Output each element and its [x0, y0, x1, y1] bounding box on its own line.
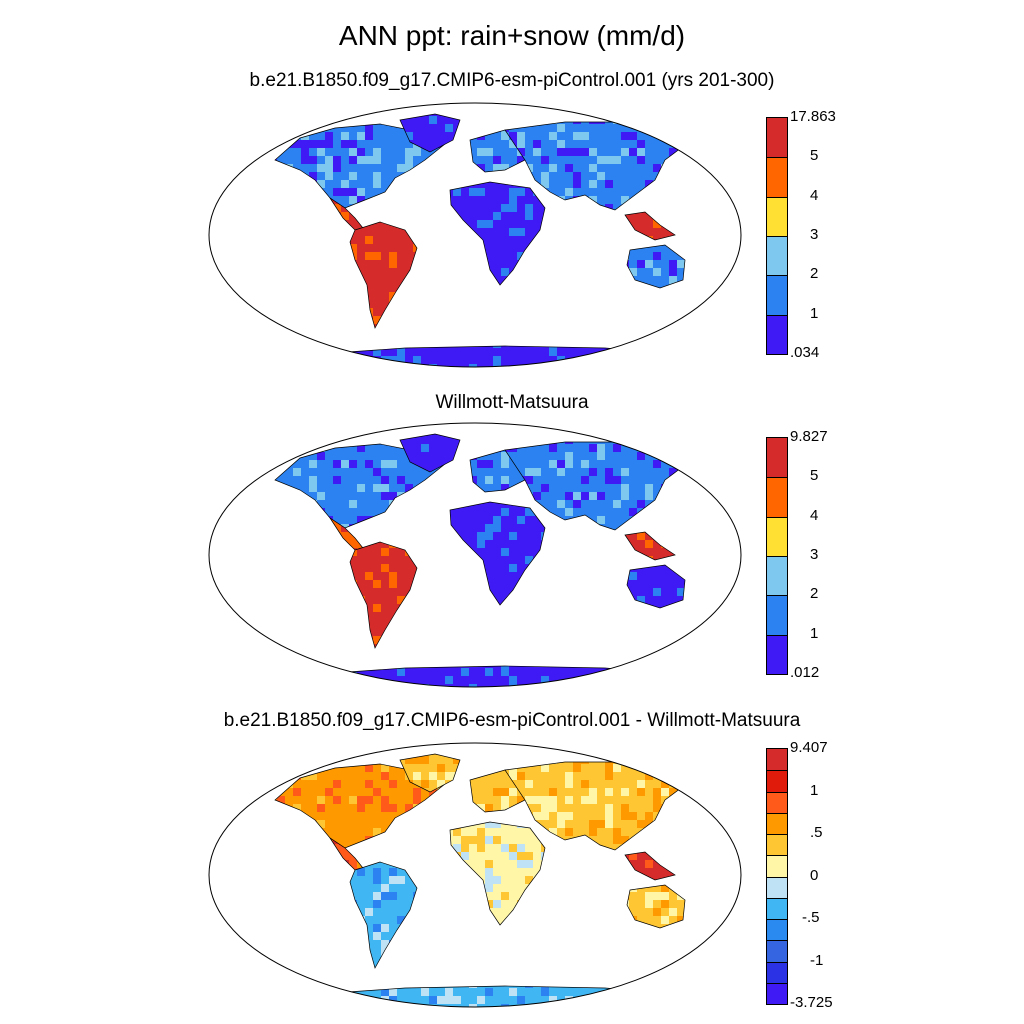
- colorbar-segment: [767, 812, 787, 834]
- colorbar-segment: [767, 834, 787, 856]
- colorbar-segment: [767, 314, 787, 354]
- colorbar-label: .012: [790, 664, 819, 681]
- colorbar-label: 1: [810, 625, 818, 642]
- land-region-asia: [505, 442, 685, 530]
- colorbar-segment: [767, 157, 787, 197]
- colorbar-label: -.5: [802, 909, 820, 926]
- colorbar-label: 1: [810, 782, 818, 799]
- colorbar-segment: [767, 749, 787, 771]
- colorbar-label: 5: [810, 467, 818, 484]
- colorbar-segment: [767, 556, 787, 596]
- map-frame: [208, 102, 742, 368]
- colorbar-segment: [767, 897, 787, 919]
- colorbar-segment: [767, 961, 787, 983]
- colorbar-segment: [767, 770, 787, 792]
- panel-3-map: [205, 740, 745, 1010]
- panel-1-colorbar: [766, 117, 788, 355]
- land-region-australia: [627, 245, 685, 288]
- figure-title: ANN ppt: rain+snow (mm/d): [0, 20, 1024, 52]
- panel-1-map: [205, 100, 745, 370]
- colorbar-segment: [767, 876, 787, 898]
- colorbar-label: -3.725: [790, 994, 833, 1011]
- map-frame: [208, 742, 742, 1008]
- colorbar-segment: [767, 477, 787, 517]
- colorbar-segment: [767, 791, 787, 813]
- colorbar-segment: [767, 940, 787, 962]
- colorbar-label: 9.407: [790, 739, 828, 756]
- panel-2-subtitle: Willmott-Matsuura: [0, 392, 1024, 414]
- colorbar-segment: [767, 919, 787, 941]
- colorbar-segment: [767, 438, 787, 478]
- colorbar-label: 2: [810, 585, 818, 602]
- colorbar-label: 0: [810, 867, 818, 884]
- colorbar-label: 3: [810, 546, 818, 563]
- colorbar-label: 1: [810, 305, 818, 322]
- colorbar-label: 17.863: [790, 108, 836, 125]
- colorbar-segment: [767, 275, 787, 315]
- colorbar-segment: [767, 595, 787, 635]
- panel-3-subtitle: b.e21.B1850.f09_g17.CMIP6-esm-piControl.…: [0, 710, 1024, 732]
- panel-2-colorbar: [766, 437, 788, 675]
- colorbar-segment: [767, 196, 787, 236]
- colorbar-segment: [767, 982, 787, 1004]
- colorbar-label: .034: [790, 344, 819, 361]
- colorbar-label: 4: [810, 507, 818, 524]
- colorbar-segment: [767, 118, 787, 158]
- panel-2-map: [205, 420, 745, 690]
- colorbar-segment: [767, 855, 787, 877]
- colorbar-label: -1: [810, 952, 823, 969]
- colorbar-segment: [767, 634, 787, 674]
- colorbar-segment: [767, 516, 787, 556]
- colorbar-label: 4: [810, 187, 818, 204]
- panel-1-subtitle: b.e21.B1850.f09_g17.CMIP6-esm-piControl.…: [0, 70, 1024, 92]
- map-frame: [208, 422, 742, 688]
- colorbar-label: 9.827: [790, 428, 828, 445]
- colorbar-label: 3: [810, 226, 818, 243]
- colorbar-label: .5: [810, 824, 823, 841]
- panel-3-colorbar: [766, 748, 788, 1005]
- colorbar-segment: [767, 236, 787, 276]
- colorbar-label: 2: [810, 265, 818, 282]
- colorbar-label: 5: [810, 147, 818, 164]
